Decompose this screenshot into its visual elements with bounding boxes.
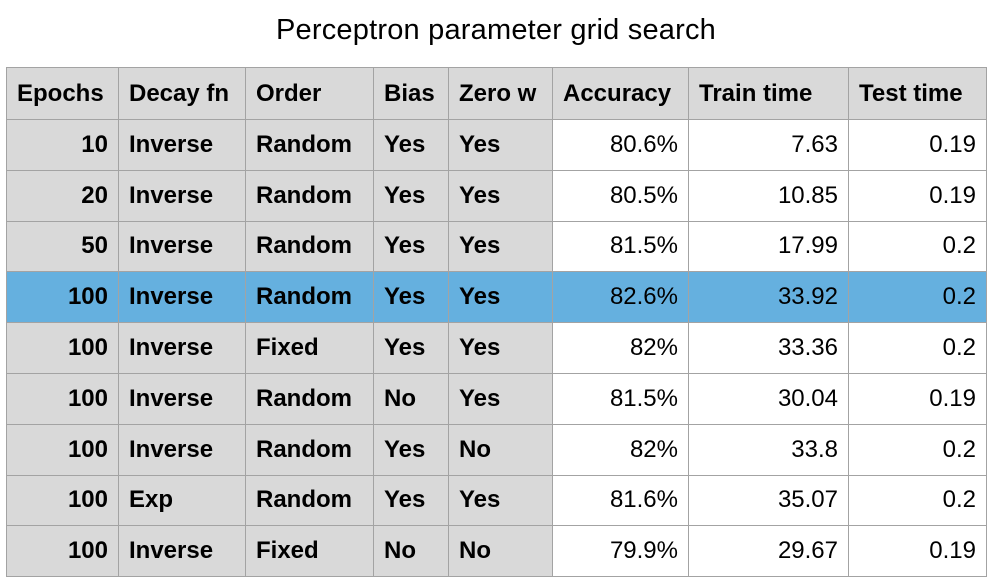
cell-accuracy: 81.6% — [552, 474, 689, 527]
cell-accuracy: 80.6% — [552, 119, 689, 171]
cell-zero-w: No — [448, 423, 553, 476]
cell-zero-w: No — [448, 525, 553, 578]
cell-test-time: 0.19 — [848, 119, 987, 171]
cell-bias: Yes — [373, 322, 449, 374]
cell-decay-fn: Inverse — [118, 220, 246, 273]
table-title: Perceptron parameter grid search — [276, 14, 716, 46]
table-row: 100 Inverse Fixed No No 79.9% 29.67 0.19 — [6, 525, 987, 578]
cell-test-time: 0.2 — [848, 220, 987, 273]
cell-accuracy: 82% — [552, 423, 689, 476]
cell-bias: Yes — [373, 119, 449, 171]
cell-bias: Yes — [373, 474, 449, 527]
cell-accuracy: 81.5% — [552, 220, 689, 273]
cell-train-time: 7.63 — [688, 119, 849, 171]
cell-decay-fn: Inverse — [118, 423, 246, 476]
cell-decay-fn: Inverse — [118, 525, 246, 578]
cell-decay-fn: Inverse — [118, 169, 246, 222]
cell-test-time: 0.19 — [848, 372, 987, 425]
table-row: 100 Inverse Random Yes No 82% 33.8 0.2 — [6, 423, 987, 476]
cell-train-time: 17.99 — [688, 220, 849, 273]
cell-epochs: 10 — [6, 119, 119, 171]
cell-bias: Yes — [373, 271, 449, 324]
cell-order: Random — [245, 423, 374, 476]
cell-zero-w: Yes — [448, 169, 553, 222]
grid-search-table: Epochs Decay fn Order Bias Zero w Accura… — [6, 67, 987, 578]
cell-accuracy: 82.6% — [552, 271, 689, 324]
cell-zero-w: Yes — [448, 119, 553, 171]
cell-zero-w: Yes — [448, 271, 553, 324]
cell-epochs: 50 — [6, 220, 119, 273]
table-row: 100 Inverse Fixed Yes Yes 82% 33.36 0.2 — [6, 322, 987, 374]
cell-decay-fn: Inverse — [118, 271, 246, 324]
cell-order: Random — [245, 119, 374, 171]
cell-bias: Yes — [373, 169, 449, 222]
cell-train-time: 33.92 — [688, 271, 849, 324]
cell-accuracy: 82% — [552, 322, 689, 374]
cell-train-time: 35.07 — [688, 474, 849, 527]
table-row: 100 Inverse Random No Yes 81.5% 30.04 0.19 — [6, 372, 987, 425]
cell-order: Random — [245, 169, 374, 222]
header-row: Epochs Decay fn Order Bias Zero w Accura… — [6, 67, 987, 120]
cell-epochs: 100 — [6, 423, 119, 476]
column-header-bias: Bias — [373, 67, 449, 120]
cell-zero-w: Yes — [448, 220, 553, 273]
table-body: 10 Inverse Random Yes Yes 80.6% 7.63 0.19 20 Inve… — [6, 119, 987, 578]
cell-train-time: 33.8 — [688, 423, 849, 476]
cell-order: Random — [245, 220, 374, 273]
cell-epochs: 100 — [6, 372, 119, 425]
cell-decay-fn: Inverse — [118, 322, 246, 374]
cell-train-time: 30.04 — [688, 372, 849, 425]
cell-train-time: 33.36 — [688, 322, 849, 374]
column-header-epochs: Epochs — [6, 67, 119, 120]
cell-epochs: 100 — [6, 525, 119, 578]
table-row: 20 Inverse Random Yes Yes 80.5% 10.85 0.19 — [6, 169, 987, 222]
cell-order: Random — [245, 474, 374, 527]
column-header-decay-fn: Decay fn — [118, 67, 246, 120]
cell-order: Fixed — [245, 525, 374, 578]
cell-test-time: 0.2 — [848, 322, 987, 374]
table-row: 100 Inverse Random Yes Yes 82.6% 33.92 0.2 — [6, 271, 987, 324]
cell-accuracy: 80.5% — [552, 169, 689, 222]
table-row: 10 Inverse Random Yes Yes 80.6% 7.63 0.19 — [6, 119, 987, 171]
cell-order: Fixed — [245, 322, 374, 374]
cell-train-time: 29.67 — [688, 525, 849, 578]
cell-bias: Yes — [373, 423, 449, 476]
cell-order: Random — [245, 271, 374, 324]
cell-epochs: 100 — [6, 474, 119, 527]
table-row: 50 Inverse Random Yes Yes 81.5% 17.99 0.2 — [6, 220, 987, 273]
cell-zero-w: Yes — [448, 474, 553, 527]
cell-test-time: 0.19 — [848, 525, 987, 578]
column-header-zero-w: Zero w — [448, 67, 553, 120]
cell-epochs: 20 — [6, 169, 119, 222]
cell-bias: No — [373, 525, 449, 578]
cell-decay-fn: Inverse — [118, 119, 246, 171]
column-header-test-time: Test time — [848, 67, 987, 120]
cell-zero-w: Yes — [448, 322, 553, 374]
cell-accuracy: 79.9% — [552, 525, 689, 578]
cell-test-time: 0.2 — [848, 271, 987, 324]
column-header-train-time: Train time — [688, 67, 849, 120]
cell-decay-fn: Exp — [118, 474, 246, 527]
column-header-accuracy: Accuracy — [552, 67, 689, 120]
cell-test-time: 0.19 — [848, 169, 987, 222]
cell-test-time: 0.2 — [848, 423, 987, 476]
cell-epochs: 100 — [6, 322, 119, 374]
cell-order: Random — [245, 372, 374, 425]
cell-train-time: 10.85 — [688, 169, 849, 222]
cell-decay-fn: Inverse — [118, 372, 246, 425]
table-row: 100 Exp Random Yes Yes 81.6% 35.07 0.2 — [6, 474, 987, 527]
column-header-order: Order — [245, 67, 374, 120]
cell-test-time: 0.2 — [848, 474, 987, 527]
cell-epochs: 100 — [6, 271, 119, 324]
cell-bias: No — [373, 372, 449, 425]
cell-zero-w: Yes — [448, 372, 553, 425]
cell-accuracy: 81.5% — [552, 372, 689, 425]
cell-bias: Yes — [373, 220, 449, 273]
